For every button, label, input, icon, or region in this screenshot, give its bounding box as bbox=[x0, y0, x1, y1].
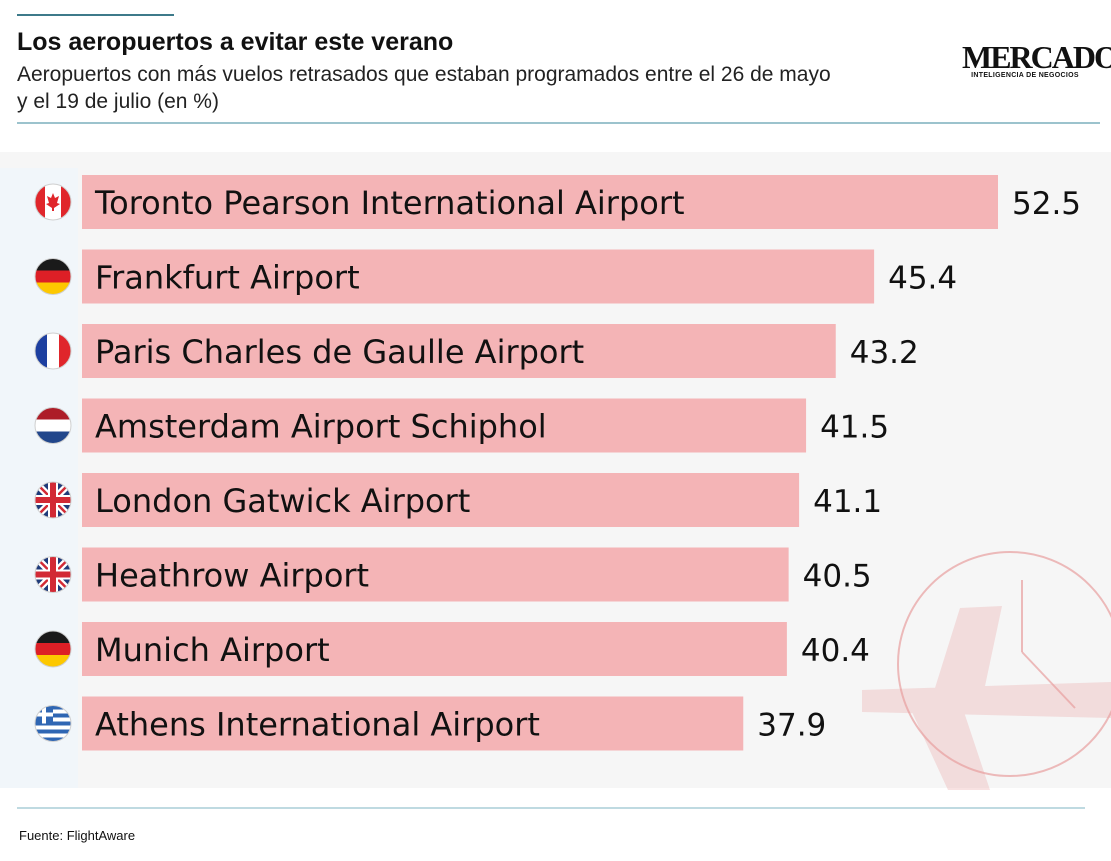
bar-label: Frankfurt Airport bbox=[95, 259, 360, 297]
delay-clock-watermark bbox=[862, 551, 1111, 790]
value-label: 37.9 bbox=[757, 708, 826, 744]
value-label: 45.4 bbox=[888, 261, 957, 297]
bar-row: Toronto Pearson International Airport 52.… bbox=[34, 175, 1081, 229]
logo-tagline: INTELIGENCIA DE NEGOCIOS bbox=[971, 72, 1079, 79]
footer-divider bbox=[17, 807, 1085, 809]
bar bbox=[82, 249, 875, 304]
bar bbox=[82, 473, 800, 527]
bar-row: Athens International Airport 37.9 bbox=[34, 696, 826, 751]
chart-subtitle: Aeropuertos con más vuelos retrasados qu… bbox=[17, 63, 831, 113]
bar-row: Amsterdam Airport Schiphol 41.5 bbox=[34, 398, 889, 453]
bar-label: London Gatwick Airport bbox=[95, 482, 470, 520]
uk-flag-icon bbox=[34, 556, 72, 593]
bar-label: Toronto Pearson International Airport bbox=[94, 184, 685, 222]
clock-hand-icon bbox=[1021, 651, 1076, 709]
germany-flag-icon bbox=[34, 258, 72, 295]
bar bbox=[82, 175, 998, 229]
header-divider bbox=[17, 122, 1100, 124]
bar bbox=[82, 398, 807, 453]
logo-wordmark: MERCADO bbox=[962, 39, 1111, 75]
germany-flag-icon bbox=[34, 630, 72, 668]
france-flag-icon bbox=[34, 332, 72, 370]
value-label: 40.4 bbox=[801, 633, 870, 669]
netherlands-flag-icon bbox=[34, 407, 72, 444]
bar-label: Munich Airport bbox=[95, 631, 330, 669]
uk-flag-icon bbox=[34, 481, 72, 519]
bar-row: Paris Charles de Gaulle Airport 43.2 bbox=[34, 324, 919, 378]
bar-label: Athens International Airport bbox=[95, 706, 540, 744]
canada-flag-icon bbox=[34, 183, 72, 221]
greece-flag-icon bbox=[34, 705, 72, 742]
bar-label: Amsterdam Airport Schiphol bbox=[95, 408, 547, 446]
bar-chart: Toronto Pearson International Airport 52.… bbox=[34, 175, 1111, 790]
bar-row: London Gatwick Airport 41.1 bbox=[34, 473, 882, 527]
bar-row: Frankfurt Airport 45.4 bbox=[34, 249, 957, 304]
bar bbox=[82, 622, 787, 676]
bar-label: Heathrow Airport bbox=[95, 557, 369, 595]
bar-row: Munich Airport 40.4 bbox=[34, 622, 870, 676]
top-accent-rule bbox=[17, 14, 174, 16]
bar-label: Paris Charles de Gaulle Airport bbox=[95, 333, 584, 371]
bar-row: Heathrow Airport 40.5 bbox=[34, 547, 872, 602]
source-note: Fuente: FlightAware bbox=[19, 828, 136, 843]
value-label: 41.5 bbox=[820, 410, 889, 446]
bar bbox=[82, 696, 744, 751]
plane-silhouette-icon bbox=[862, 606, 1111, 790]
value-label: 41.1 bbox=[813, 484, 882, 520]
mercado-logo: MERCADO INTELIGENCIA DE NEGOCIOS bbox=[962, 39, 1111, 79]
clock-face-icon bbox=[897, 551, 1111, 777]
chart-title: Los aeropuertos a evitar este verano bbox=[17, 28, 454, 56]
bar bbox=[82, 324, 836, 378]
bars-layer: Toronto Pearson International Airport 52.… bbox=[34, 175, 1081, 751]
value-label: 40.5 bbox=[803, 559, 872, 595]
bar bbox=[82, 547, 789, 602]
value-label: 52.5 bbox=[1012, 186, 1081, 222]
value-label: 43.2 bbox=[850, 335, 919, 371]
